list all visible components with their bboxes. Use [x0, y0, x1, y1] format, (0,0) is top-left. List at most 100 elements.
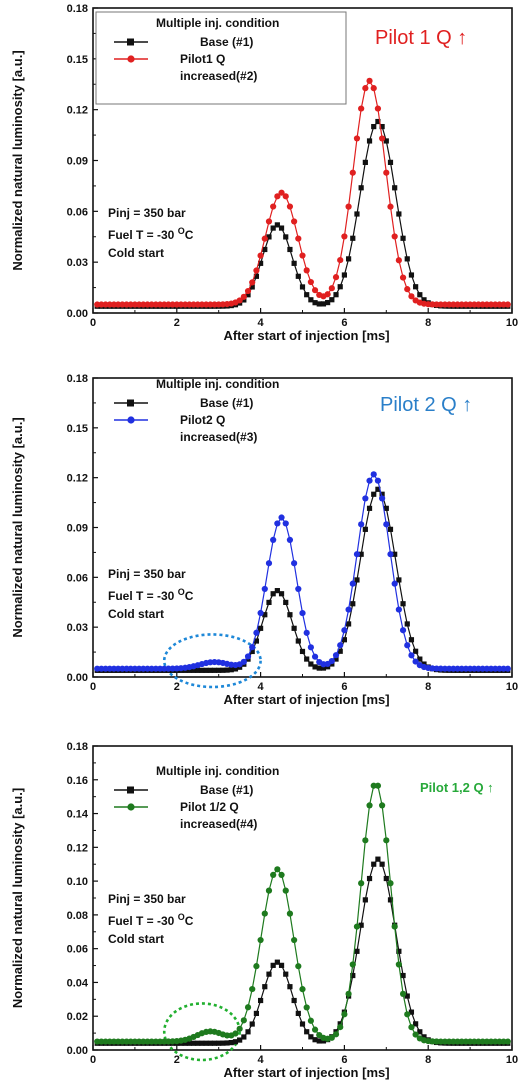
data-point — [345, 203, 352, 210]
data-point — [311, 287, 319, 294]
series-1 — [94, 856, 511, 1046]
data-point — [245, 292, 251, 298]
data-point — [341, 627, 348, 634]
data-point — [404, 621, 410, 627]
data-point — [383, 521, 390, 528]
data-point — [379, 491, 385, 497]
data-point — [353, 135, 361, 142]
data-point — [350, 601, 356, 607]
data-point — [295, 963, 302, 970]
data-point — [316, 1038, 322, 1044]
data-point — [283, 971, 289, 977]
data-point — [291, 625, 297, 631]
data-point — [312, 300, 318, 306]
data-point — [417, 292, 423, 298]
x-tick-label: 8 — [425, 1054, 431, 1066]
data-point — [253, 629, 260, 636]
x-tick-label: 4 — [258, 681, 265, 693]
data-point — [312, 1037, 318, 1043]
data-point — [295, 235, 302, 242]
data-point — [354, 211, 360, 217]
data-point — [261, 235, 268, 242]
data-point — [328, 657, 335, 665]
highlight-ellipse — [162, 633, 262, 689]
x-tick-label: 10 — [506, 317, 518, 329]
data-point — [408, 1009, 415, 1015]
x-tick-label: 0 — [90, 317, 96, 329]
annotation: Cold start — [108, 607, 164, 621]
x-tick-label: 4 — [258, 317, 265, 329]
data-point — [299, 284, 306, 290]
data-point — [253, 963, 260, 970]
data-point — [244, 1004, 252, 1011]
data-point — [262, 984, 268, 990]
data-point — [337, 256, 344, 264]
data-point — [370, 471, 377, 478]
data-point — [249, 279, 256, 286]
data-point — [362, 837, 369, 844]
data-point — [362, 897, 368, 903]
data-point — [320, 665, 327, 671]
y-tick-label: 0.06 — [67, 206, 88, 218]
y-tick-label: 0.00 — [67, 1045, 88, 1057]
y-tick-label: 0.12 — [67, 105, 88, 117]
data-point — [387, 880, 394, 887]
x-axis-label: After start of injection [ms] — [223, 1065, 389, 1080]
y-tick-label: 0.06 — [67, 572, 88, 584]
data-point — [413, 648, 419, 654]
data-point — [371, 861, 377, 867]
chart-panel-2: 0 2 4 6 8 10 0.00 0.03 0.06 0.09 0.12 0.15 0.18 After… — [10, 373, 518, 707]
data-point — [404, 256, 410, 262]
y-tick-label: 0.09 — [67, 523, 88, 535]
data-point — [379, 135, 386, 142]
data-point — [278, 225, 285, 231]
data-point — [354, 577, 360, 583]
data-point — [182, 1040, 188, 1046]
data-point — [320, 301, 327, 307]
data-point — [270, 591, 276, 597]
data-point — [396, 948, 402, 954]
data-point — [282, 193, 289, 200]
data-point — [358, 922, 364, 928]
data-point — [383, 138, 389, 144]
data-point — [266, 599, 272, 606]
data-point — [328, 285, 335, 292]
annotation: Fuel T = -30 OC — [108, 912, 194, 928]
data-point — [249, 284, 255, 290]
data-point — [270, 203, 277, 210]
data-point — [383, 837, 390, 844]
data-point — [392, 551, 398, 557]
data-point — [404, 1011, 411, 1018]
data-point — [375, 856, 381, 862]
data-point — [258, 260, 264, 266]
data-point — [299, 648, 306, 655]
data-point — [379, 861, 385, 867]
legend-marker — [127, 416, 135, 424]
data-point — [186, 1040, 192, 1046]
y-tick-label: 0.14 — [67, 809, 89, 821]
y-tick-label: 0.03 — [67, 622, 88, 634]
data-point — [349, 169, 356, 176]
data-point — [341, 637, 347, 643]
data-point — [287, 612, 293, 618]
data-point — [421, 1034, 427, 1040]
x-tick-label: 6 — [341, 1054, 347, 1066]
data-point — [341, 272, 347, 278]
data-point — [220, 667, 226, 673]
data-point — [270, 871, 277, 878]
y-tick-label: 0.15 — [67, 423, 88, 435]
y-tick-label: 0.12 — [67, 473, 88, 485]
data-point — [299, 1021, 306, 1027]
data-point — [308, 297, 314, 303]
data-point — [349, 961, 356, 968]
data-point — [295, 1010, 301, 1017]
data-point — [245, 1029, 251, 1035]
data-point — [262, 246, 268, 253]
data-point — [387, 897, 394, 903]
data-point — [232, 1039, 239, 1045]
data-point — [408, 293, 415, 300]
y-tick-label: 0.18 — [67, 3, 88, 15]
data-point — [328, 1034, 335, 1041]
data-point — [286, 203, 294, 210]
